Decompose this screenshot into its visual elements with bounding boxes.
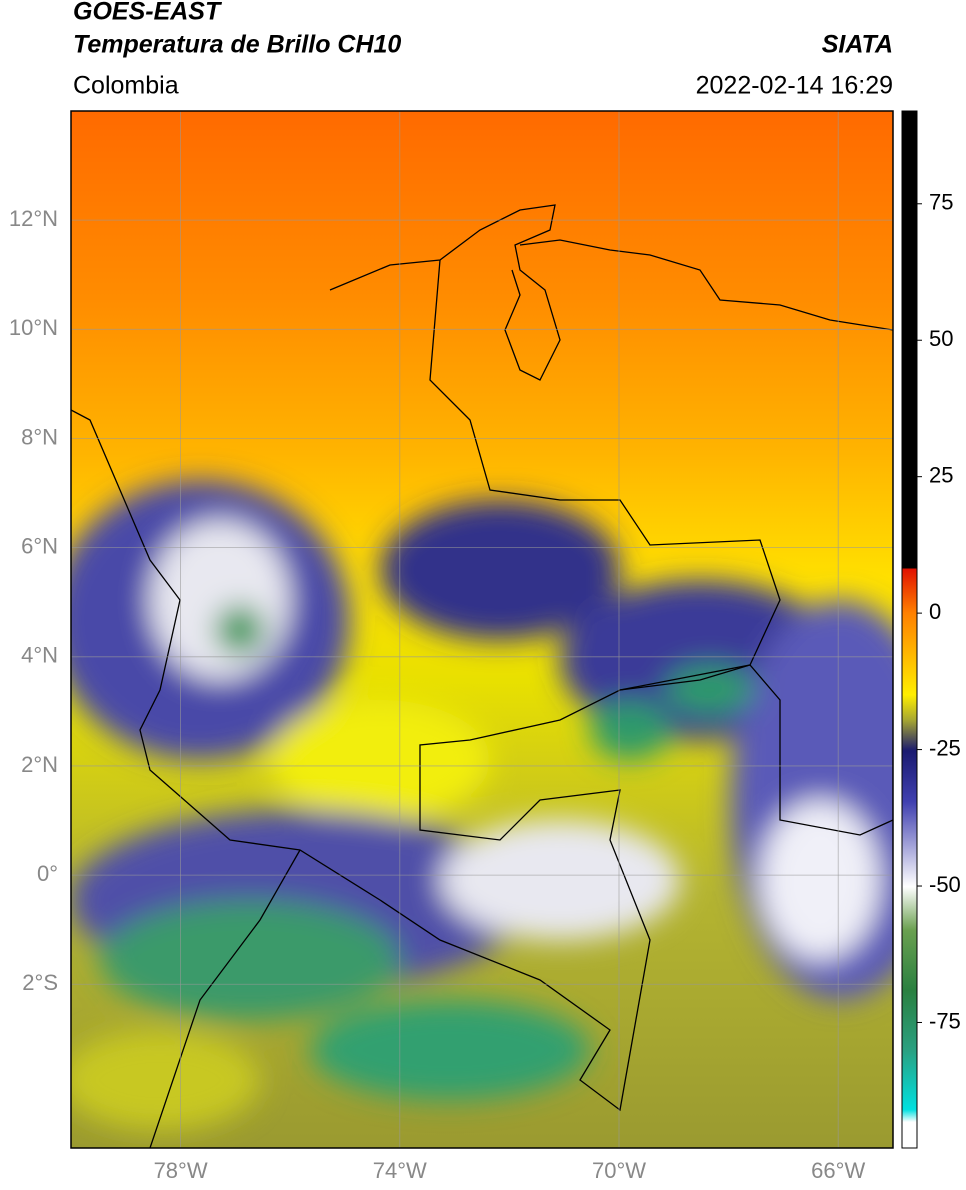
map-image [71, 111, 893, 1148]
y-tick-label: 0° [37, 861, 58, 886]
ticks: 78°W 74°W 70°W 66°W 12°N 10°N 8°N 6°N 4°N 2°N 0° 2°… [9, 190, 961, 1183]
colorbar [901, 110, 918, 1149]
grid [71, 111, 893, 1148]
y-tick-label: 10°N [9, 315, 58, 340]
colorbar-tick-label: 50 [929, 326, 953, 351]
colorbar-tick-label: 0 [929, 599, 941, 624]
colorbar-tick-label: -75 [929, 1008, 961, 1033]
colorbar-tick-label: -25 [929, 735, 961, 760]
region: Colombia [73, 72, 179, 100]
y-tick-label: 8°N [21, 424, 58, 449]
x-tick-label: 74°W [373, 1158, 427, 1183]
x-tick-label: 66°W [811, 1158, 865, 1183]
x-tick-label: 70°W [592, 1158, 646, 1183]
datetime: 2022-02-14 16:29 [696, 72, 893, 100]
colorbar-tick-label: -50 [929, 872, 961, 897]
x-tick-label: 78°W [154, 1158, 208, 1183]
title-line1: GOES-EAST [73, 0, 223, 26]
y-tick-label: 2°N [21, 752, 58, 777]
map-frame [70, 110, 894, 1149]
y-tick-label: 12°N [9, 206, 58, 231]
y-tick-label: 6°N [21, 533, 58, 558]
source: SIATA [822, 31, 893, 59]
y-tick-label: 2°S [22, 970, 58, 995]
colorbar-tick-label: 25 [929, 462, 953, 487]
y-tick-label: 4°N [21, 643, 58, 668]
colorbar-tick-label: 75 [929, 190, 953, 215]
title-line2: Temperatura de Brillo CH10 [73, 31, 401, 59]
